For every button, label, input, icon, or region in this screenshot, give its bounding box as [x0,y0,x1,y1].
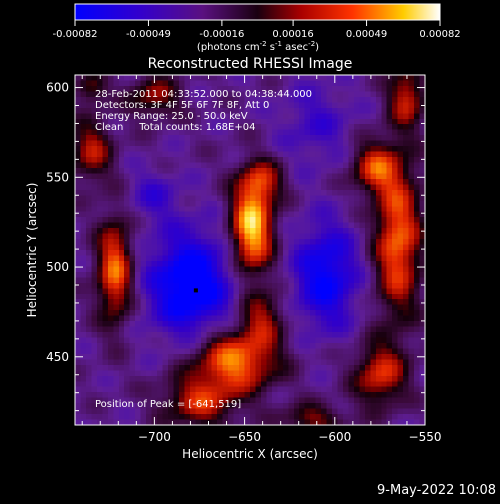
colorbar-tick-label: 0.00082 [419,29,460,40]
y-axis-label: Heliocentric Y (arcsec) [25,183,39,318]
x-tick-label: −700 [138,430,171,444]
colorbar-tick-label: 0.00049 [346,29,387,40]
annotation-peak-position: Position of Peak = [-641,519] [95,399,241,410]
y-tick-label: 450 [46,350,69,364]
annotation-detectors: Detectors: 3F 4F 5F 6F 7F 8F, Att 0 [95,100,269,111]
x-tick-label: −550 [409,430,442,444]
annotation-energy-range: Energy Range: 25.0 - 50.0 keV [95,111,248,122]
chart-title: Reconstructed RHESSI Image [148,56,353,72]
colorbar-tick-label: 0.00016 [272,29,313,40]
axis-ticks: −700 −650 −600 −550 450 500 550 600 [46,75,441,444]
annotation-time-range: 28-Feb-2011 04:33:52.000 to 04:38:44.000 [95,89,312,100]
annotation-total-counts: Clean Total counts: 1.68E+04 [95,122,255,133]
observation-annotations: 28-Feb-2011 04:33:52.000 to 04:38:44.000… [95,89,312,410]
y-tick-label: 500 [46,260,69,274]
heatmap-area [75,75,425,425]
colorbar-unit-label: (photons cm-2 s-1 asec-2) [197,40,319,53]
colorbar-tick-label: -0.00016 [199,29,244,40]
plot-frame [74,74,426,426]
colorbar-ticks: -0.00082 -0.00049 -0.00016 0.00016 0.00049 0.… [53,20,461,40]
y-tick-label: 600 [46,81,69,95]
x-tick-label: −600 [318,430,351,444]
colorbar-tick-label: -0.00082 [53,29,98,40]
x-axis-label: Heliocentric X (arcsec) [182,447,318,461]
colorbar-tick-label: -0.00049 [126,29,171,40]
colorbar-gradient [74,3,441,21]
y-tick-label: 550 [46,170,69,184]
min-marker [193,288,198,293]
colorbar: -0.00082 -0.00049 -0.00016 0.00016 0.00049 0.… [53,3,461,53]
date-stamp: 9-May-2022 10:08 [377,483,496,498]
x-tick-label: −650 [228,430,261,444]
heatmap-image [75,75,425,425]
